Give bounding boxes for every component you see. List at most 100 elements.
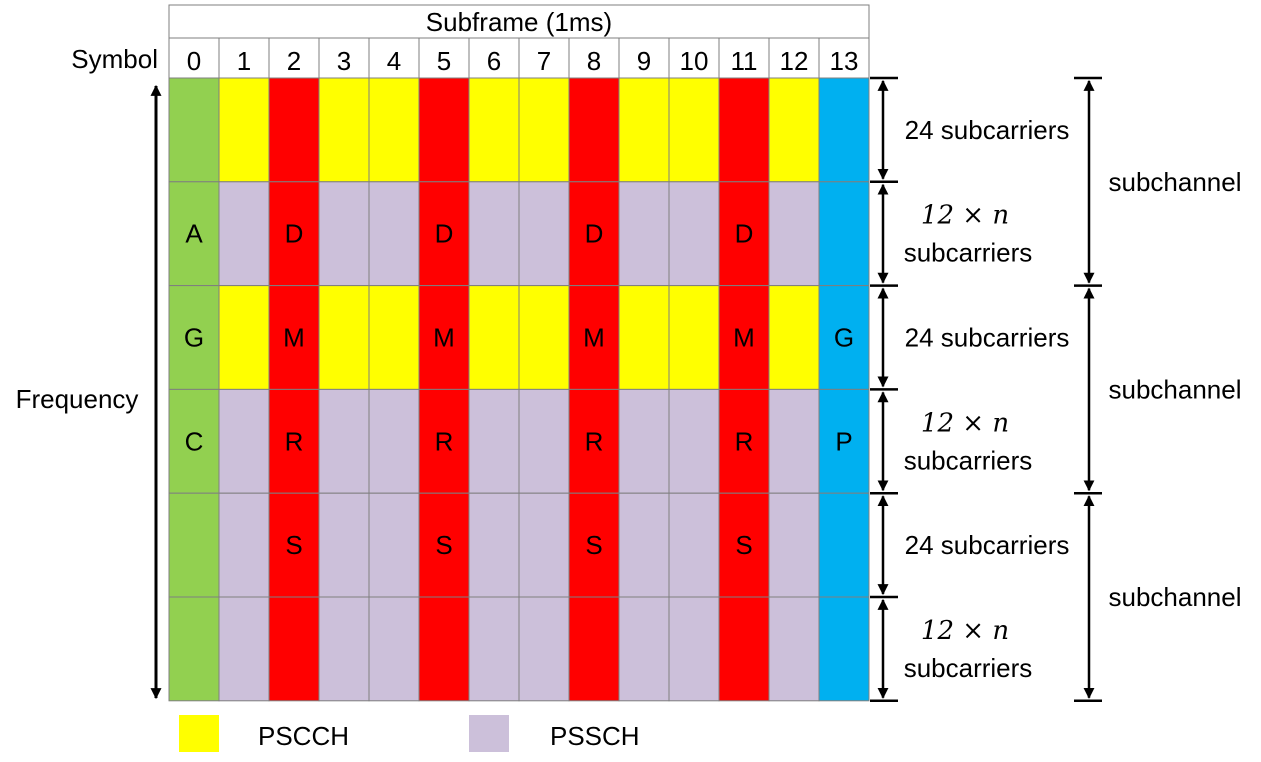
grid-cell-pssch xyxy=(468,492,520,598)
grid-cell-gap xyxy=(818,285,870,390)
symbol-number: 10 xyxy=(680,46,709,76)
grid-cell-pssch xyxy=(768,181,820,287)
grid-cell-dmrs xyxy=(718,77,770,183)
band-annotations: 24 subcarriers 12 × n subcarriers 24 subcar… xyxy=(870,76,1070,703)
grid-cell-dmrs xyxy=(418,181,470,287)
grid-cell-dmrs xyxy=(718,596,770,702)
grid-cell-pssch xyxy=(318,596,370,702)
grid-cell-pssch xyxy=(668,181,720,287)
grid-cell-dmrs xyxy=(268,388,320,494)
grid-cell-pssch xyxy=(468,181,520,287)
grid-cell-dmrs xyxy=(268,596,320,702)
grid-cell-dmrs xyxy=(568,492,620,598)
subchannel-annotations: subchannel subchannel subchannel xyxy=(1074,76,1242,703)
grid-cell-pssch xyxy=(218,181,270,287)
grid-cell-pssch xyxy=(618,181,670,287)
grid-cell-pscch xyxy=(468,77,520,183)
grid-cell-pssch xyxy=(368,388,420,494)
grid-cell-dmrs xyxy=(418,77,470,183)
grid-cell-pssch xyxy=(768,492,820,598)
cell-letter: R xyxy=(435,426,454,456)
grid-cell-agc xyxy=(168,285,220,390)
grid-cell-agc xyxy=(168,388,220,494)
cell-letter: R xyxy=(735,426,754,456)
grid-cell-gap xyxy=(818,596,870,702)
symbol-number: 3 xyxy=(337,46,351,76)
grid-cell-pscch xyxy=(618,285,670,390)
subchannel-label: subchannel xyxy=(1109,582,1242,612)
grid-cell-pscch xyxy=(318,285,370,390)
grid-cell-dmrs xyxy=(718,388,770,494)
symbol-number: 2 xyxy=(287,46,301,76)
grid-cell-dmrs xyxy=(268,285,320,390)
cell-letter: R xyxy=(285,426,304,456)
band-math-label: 12 × n xyxy=(921,201,1009,231)
grid-cell-pssch xyxy=(518,388,570,494)
cell-letter: D xyxy=(285,219,304,249)
symbol-number: 11 xyxy=(731,46,758,76)
grid-cell-gap xyxy=(818,492,870,598)
grid-cell-agc xyxy=(168,77,220,183)
grid-cell-dmrs xyxy=(418,492,470,598)
grid-cell-pssch xyxy=(518,492,570,598)
grid-cell-pscch xyxy=(218,77,270,183)
grid-cell-gap xyxy=(818,388,870,494)
grid-cell-pssch xyxy=(518,596,570,702)
grid-cell-pssch xyxy=(618,596,670,702)
symbol-number: 1 xyxy=(237,46,251,76)
grid-cell-pssch xyxy=(318,181,370,287)
grid-cell-pssch xyxy=(318,492,370,598)
band-label: subcarriers xyxy=(904,445,1033,475)
resource-grid xyxy=(168,77,870,702)
grid-cell-dmrs xyxy=(268,77,320,183)
cell-letter: S xyxy=(735,530,752,560)
band-label: subcarriers xyxy=(904,238,1033,268)
subchannel-label: subchannel xyxy=(1109,374,1242,404)
grid-cell-pscch xyxy=(368,77,420,183)
grid-cell-pssch xyxy=(668,492,720,598)
grid-cell-agc xyxy=(168,492,220,598)
symbol-number: 0 xyxy=(187,46,201,76)
grid-cell-dmrs xyxy=(568,596,620,702)
grid-cell-dmrs xyxy=(568,285,620,390)
grid-cell-pssch xyxy=(618,492,670,598)
symbol-number: 13 xyxy=(830,46,859,76)
grid-cell-agc xyxy=(168,596,220,702)
cell-letter: M xyxy=(583,323,605,353)
cell-letter: M xyxy=(733,323,755,353)
cell-letter: P xyxy=(835,426,852,456)
legend-swatch xyxy=(469,715,509,752)
grid-cell-pssch xyxy=(468,388,520,494)
grid-cell-pscch xyxy=(668,77,720,183)
cell-letter: S xyxy=(285,530,302,560)
grid-cell-pscch xyxy=(668,285,720,390)
legend-label: PSCCH xyxy=(258,721,349,751)
band-label: subcarriers xyxy=(904,653,1033,683)
grid-cell-pssch xyxy=(368,596,420,702)
cell-letter: A xyxy=(185,219,203,249)
band-math-label: 12 × n xyxy=(921,616,1009,646)
grid-cell-pscch xyxy=(218,285,270,390)
subframe-title: Subframe (1ms) xyxy=(426,7,612,37)
grid-cell-pssch xyxy=(218,388,270,494)
cell-letter: G xyxy=(184,323,204,353)
cell-letter: M xyxy=(283,323,305,353)
cell-letter: D xyxy=(735,219,754,249)
grid-cell-pssch xyxy=(368,492,420,598)
legend-label: PSSCH xyxy=(550,721,640,751)
grid-cell-gap xyxy=(818,77,870,183)
cell-letter: S xyxy=(435,530,452,560)
grid-cell-pscch xyxy=(518,77,570,183)
cell-letter: M xyxy=(433,323,455,353)
band-label: 24 subcarriers xyxy=(905,115,1070,145)
frequency-label: Frequency xyxy=(16,384,139,414)
cell-letter: D xyxy=(435,219,454,249)
grid-cell-pssch xyxy=(768,388,820,494)
cell-letter: S xyxy=(585,530,602,560)
grid-cell-dmrs xyxy=(418,596,470,702)
symbol-number: 9 xyxy=(637,46,651,76)
grid-cell-pssch xyxy=(618,388,670,494)
grid-cell-pscch xyxy=(518,285,570,390)
grid-cell-pscch xyxy=(368,285,420,390)
symbol-number: 12 xyxy=(780,46,809,76)
